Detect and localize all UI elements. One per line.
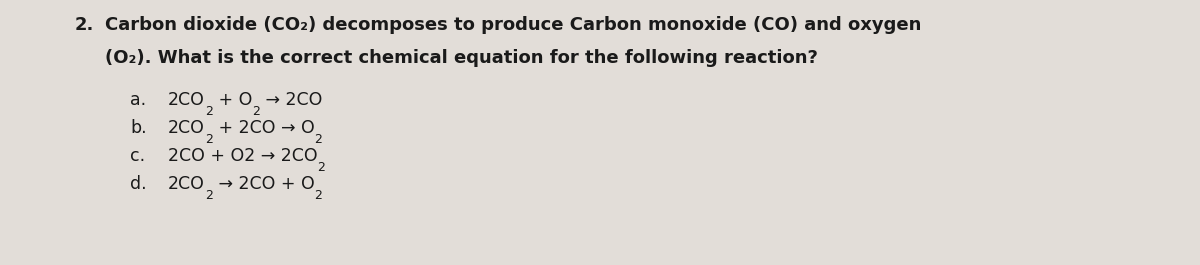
Text: 2.: 2. — [74, 16, 95, 34]
Text: 2CO: 2CO — [168, 175, 205, 193]
Text: + O: + O — [212, 91, 252, 109]
Text: 2: 2 — [205, 105, 212, 118]
Text: 2CO: 2CO — [168, 119, 205, 137]
Text: 2: 2 — [314, 133, 323, 146]
Text: 2: 2 — [205, 133, 212, 146]
Text: 2: 2 — [205, 189, 212, 202]
Text: c.: c. — [130, 147, 145, 165]
Text: Carbon dioxide (CO₂) decomposes to produce Carbon monoxide (CO) and oxygen: Carbon dioxide (CO₂) decomposes to produ… — [106, 16, 922, 34]
Text: → 2CO: → 2CO — [260, 91, 323, 109]
Text: → 2CO + O: → 2CO + O — [212, 175, 314, 193]
Text: a.: a. — [130, 91, 146, 109]
Text: 2: 2 — [314, 189, 323, 202]
Text: 2CO: 2CO — [168, 91, 205, 109]
Text: b.: b. — [130, 119, 146, 137]
Text: 2: 2 — [318, 161, 325, 174]
Text: 2: 2 — [252, 105, 260, 118]
Text: 2CO + O2 → 2CO: 2CO + O2 → 2CO — [168, 147, 318, 165]
Text: d.: d. — [130, 175, 146, 193]
Text: (O₂). What is the correct chemical equation for the following reaction?: (O₂). What is the correct chemical equat… — [106, 49, 818, 67]
Text: + 2CO → O: + 2CO → O — [212, 119, 314, 137]
